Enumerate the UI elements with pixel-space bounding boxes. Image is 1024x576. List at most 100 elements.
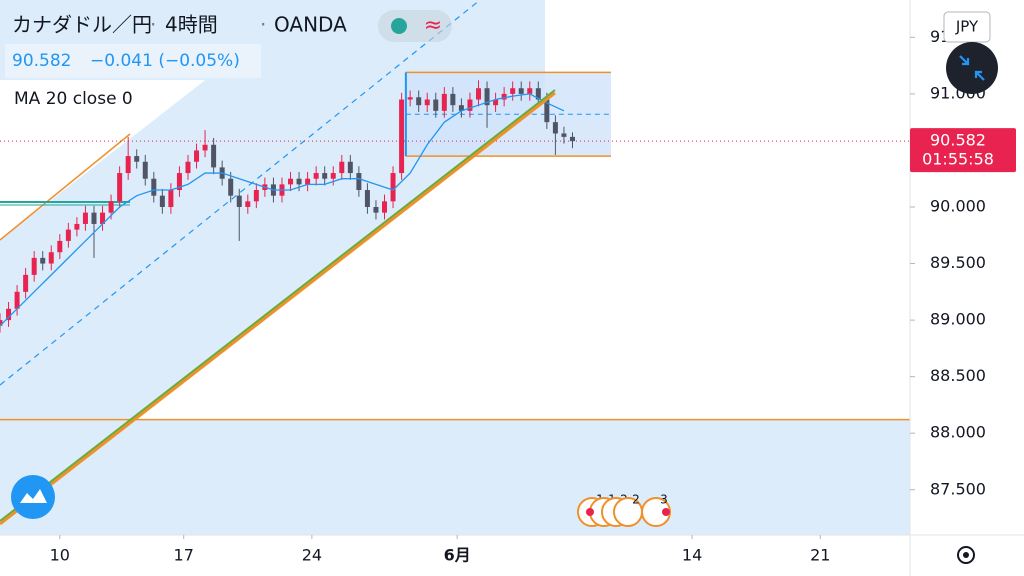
candle-body — [125, 156, 131, 174]
y-tick-label: 89.000 — [930, 310, 986, 329]
candle-body — [134, 156, 140, 162]
tv-button[interactable] — [11, 475, 55, 519]
candle-body — [527, 88, 533, 94]
dot: · — [150, 13, 156, 37]
candle-body — [194, 150, 200, 162]
candle-body — [450, 93, 456, 106]
symbol[interactable]: カナダドル／円 — [12, 13, 152, 37]
candle-body — [416, 97, 422, 106]
candle-body — [535, 88, 541, 100]
y-tick-label: 88.500 — [930, 366, 986, 385]
x-tick-label: 24 — [302, 546, 322, 565]
candle-body — [399, 99, 405, 174]
channel-mid — [0, 0, 481, 386]
approx-icon[interactable]: ≈ — [424, 13, 442, 38]
currency-button[interactable] — [943, 11, 991, 43]
candle-body — [561, 133, 567, 137]
candle-body — [100, 212, 106, 224]
candle-body — [65, 229, 71, 241]
candle-body — [339, 161, 345, 174]
candle-body — [14, 291, 20, 309]
support-zone — [0, 419, 910, 535]
price-tag-countdown: 01:55:58 — [922, 150, 994, 169]
x-tick-label: 6月 — [444, 546, 471, 565]
event-count: 3 — [660, 493, 668, 507]
candle-body — [202, 144, 208, 151]
candle-body — [74, 223, 80, 230]
x-tick-label: 17 — [174, 546, 194, 565]
candle-body — [552, 122, 558, 134]
candle-body — [0, 320, 3, 326]
candle-body — [142, 161, 148, 179]
channel-upper — [0, 133, 131, 241]
candle-body — [484, 88, 490, 106]
candle-body — [305, 178, 311, 185]
indicator[interactable]: MA 20 close 0 — [14, 89, 133, 109]
candle-body — [544, 99, 550, 123]
candle-body — [373, 206, 379, 213]
y-tick-label: 89.500 — [930, 253, 986, 272]
candle-body — [288, 178, 294, 185]
price-row-bg — [5, 44, 261, 78]
candle-body — [40, 257, 46, 264]
candle-body — [493, 99, 499, 106]
candle-body — [117, 173, 123, 202]
candle-body — [356, 173, 362, 191]
candle-body — [57, 240, 63, 253]
collapse-icon — [959, 55, 985, 81]
dot: · — [260, 13, 266, 37]
candle-body — [151, 178, 157, 196]
settings-button[interactable] — [957, 546, 975, 564]
candle-body — [211, 144, 217, 168]
candle-body — [518, 88, 524, 94]
currency[interactable]: JPY — [955, 18, 979, 36]
candle-body — [510, 88, 516, 94]
candle-body — [91, 212, 97, 224]
candle-body — [441, 93, 447, 111]
y-tick-label: 87.500 — [930, 479, 986, 498]
candle-body — [475, 88, 481, 100]
candle-body — [330, 173, 336, 179]
legend-change: −0.041 (−0.05%) — [90, 51, 240, 71]
candle-body — [296, 178, 302, 185]
candle-body — [236, 195, 242, 207]
price-tag-value: 90.582 — [930, 131, 986, 150]
ma-line — [0, 93, 565, 327]
candle-body — [31, 257, 37, 275]
fullscreen-button[interactable] — [946, 42, 998, 94]
candle-body — [390, 173, 396, 202]
event-count: 2 — [632, 493, 640, 507]
y-tick-label: 90.000 — [930, 196, 986, 215]
y-tick-label: 88.000 — [930, 423, 986, 442]
candle-body — [168, 190, 174, 207]
candle-body — [6, 308, 12, 321]
candle-body — [253, 190, 259, 202]
x-tick-label: 10 — [50, 546, 70, 565]
channel-lower-green — [0, 89, 556, 522]
candle-body — [501, 93, 507, 100]
interval[interactable]: 4時間 — [165, 13, 218, 37]
price-tag — [910, 128, 1016, 173]
event-dot — [586, 508, 594, 516]
tv-icon — [20, 489, 47, 503]
candle-body — [159, 195, 165, 207]
candle-body — [407, 97, 413, 100]
candle-body — [176, 173, 182, 191]
candle-body — [245, 201, 251, 207]
status-dot[interactable] — [391, 18, 407, 34]
settings-dot — [963, 552, 969, 558]
candle-body — [48, 252, 54, 264]
x-tick-label: 21 — [810, 546, 830, 565]
candle-body — [424, 99, 430, 106]
candle-body — [185, 161, 191, 174]
candle-body — [364, 190, 370, 207]
channel-lower — [0, 91, 556, 526]
candle-body — [347, 161, 353, 174]
x-tick-label: 14 — [682, 546, 702, 565]
event-dot — [662, 508, 670, 516]
candle-body — [458, 105, 464, 111]
legend-price: 90.582 — [12, 51, 71, 71]
candle-body — [433, 99, 439, 111]
source: OANDA — [274, 13, 347, 37]
